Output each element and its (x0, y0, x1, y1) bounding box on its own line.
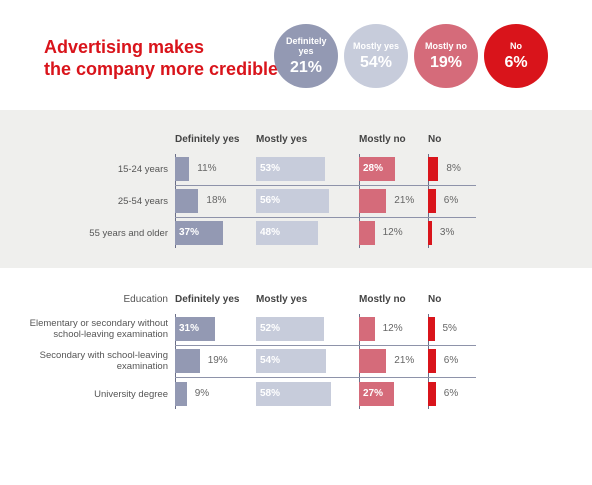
bar-mostly-no (359, 382, 395, 406)
bar-no (428, 317, 435, 341)
column-header-mostly-yes: Mostly yes (256, 294, 308, 305)
summary-value: 6% (504, 53, 528, 71)
value-label-mostly-yes: 52% (260, 323, 281, 334)
bar-definitely-yes (175, 349, 200, 373)
column-header-definitely-yes: Definitely yes (175, 134, 240, 145)
bar-mostly-yes (256, 317, 324, 341)
bar-no (428, 157, 439, 181)
summary-value: 21% (289, 58, 323, 76)
value-label-mostly-no: 21% (394, 355, 415, 366)
value-label-mostly-yes: 56% (260, 195, 281, 206)
group-label: Education (123, 294, 168, 305)
value-label-definitely-yes: 37% (179, 227, 200, 238)
value-label-no: 5% (442, 323, 457, 334)
value-label-no: 3% (439, 227, 455, 238)
bar-mostly-no (359, 349, 387, 373)
bar-mostly-yes (256, 189, 329, 213)
value-label-definitely-yes: 18% (206, 195, 227, 206)
row-separator (175, 217, 476, 218)
value-label-definitely-yes: 9% (194, 388, 210, 399)
bar-definitely-yes (175, 189, 199, 213)
summary-circle-definitely-yes: Definitely yes 21% (274, 24, 338, 88)
bar-mostly-no (359, 221, 375, 245)
summary-value: 54% (359, 53, 393, 71)
value-label-no: 6% (443, 355, 459, 366)
value-label-no: 8% (446, 163, 461, 174)
bar-mostly-no (359, 157, 396, 181)
bar-definitely-yes (175, 157, 190, 181)
bar-no (428, 221, 432, 245)
summary-value: 19% (429, 53, 463, 71)
bar-mostly-yes (256, 221, 319, 245)
column-header-mostly-no: Mostly no (359, 294, 406, 305)
title-line-2: the company more credible (44, 59, 279, 79)
bar-definitely-yes (175, 221, 224, 245)
bar-mostly-yes (256, 157, 325, 181)
row-label: 15-24 years (117, 163, 168, 175)
value-label-mostly-yes: 58% (260, 388, 281, 399)
value-label-mostly-yes: 53% (260, 163, 281, 174)
bar-no (428, 349, 436, 373)
column-header-definitely-yes: Definitely yes (175, 294, 240, 305)
summary-label: Mostly no (425, 40, 467, 51)
value-label-mostly-no: 27% (363, 388, 384, 399)
bar-mostly-yes (256, 349, 327, 373)
row-separator (175, 377, 476, 378)
value-label-definitely-yes: 11% (197, 163, 217, 174)
summary-label: No (510, 40, 522, 51)
summary-circle-no: No 6% (484, 24, 548, 88)
value-label-definitely-yes: 19% (207, 355, 228, 366)
bar-no (428, 382, 436, 406)
column-header-no: No (428, 134, 442, 145)
value-label-no: 6% (443, 195, 459, 206)
summary-circle-mostly-yes: Mostly yes 54% (344, 24, 408, 88)
summary-circle-mostly-no: Mostly no 19% (414, 24, 478, 88)
row-label: 25-54 years (117, 195, 168, 207)
value-label-no: 6% (443, 388, 459, 399)
row-separator (175, 185, 476, 186)
value-label-mostly-yes: 54% (260, 355, 281, 366)
bar-mostly-no (359, 317, 375, 341)
summary-label: Mostly yes (352, 40, 400, 51)
bar-definitely-yes (175, 317, 216, 341)
value-label-mostly-no: 28% (363, 163, 384, 174)
bar-mostly-no (359, 189, 387, 213)
title-line-1: Advertising makes (44, 37, 205, 57)
value-label-mostly-no: 12% (382, 227, 403, 238)
value-label-mostly-no: 21% (394, 195, 415, 206)
row-label: University degree (94, 388, 168, 400)
column-header-mostly-no: Mostly no (359, 134, 406, 145)
value-label-definitely-yes: 31% (179, 323, 200, 334)
value-label-mostly-no: 12% (382, 323, 403, 334)
value-label-mostly-yes: 48% (260, 227, 281, 238)
row-label: Elementary or secondary without school-l… (29, 318, 168, 340)
bar-mostly-yes (256, 382, 332, 406)
summary-label: Definitely yes (286, 35, 327, 56)
bar-no (428, 189, 436, 213)
column-header-mostly-yes: Mostly yes (256, 134, 308, 145)
chart-title: Advertising makes the company more credi… (44, 36, 278, 80)
row-separator (175, 345, 476, 346)
row-label: Secondary with school-leaving examinatio… (39, 350, 168, 372)
bar-definitely-yes (175, 382, 187, 406)
row-label: 55 years and older (89, 227, 168, 239)
column-header-no: No (428, 294, 442, 305)
